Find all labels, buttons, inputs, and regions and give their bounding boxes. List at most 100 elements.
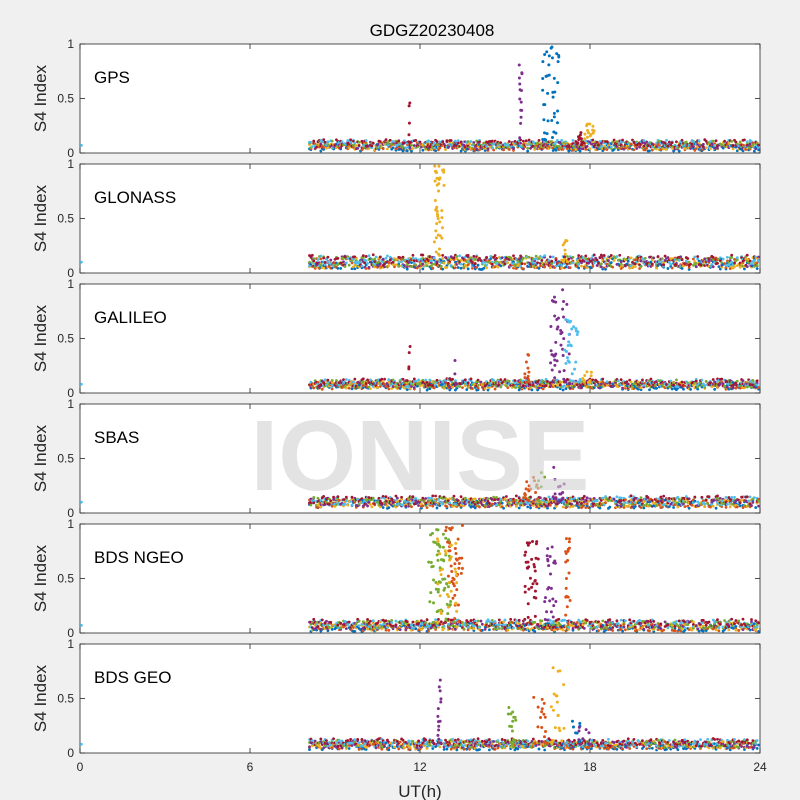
data-point (353, 141, 357, 145)
data-point (602, 254, 606, 257)
data-point (397, 264, 401, 268)
data-point (438, 220, 442, 224)
data-point (520, 71, 524, 75)
data-point (437, 247, 441, 251)
data-point (642, 506, 646, 510)
data-point (541, 88, 545, 92)
data-point (730, 140, 734, 143)
data-point (589, 374, 593, 378)
data-point (648, 388, 651, 392)
data-point (711, 265, 715, 269)
data-point (506, 261, 510, 265)
data-point (633, 265, 637, 269)
data-point (622, 503, 626, 507)
data-point (545, 132, 549, 136)
data-point (582, 141, 586, 145)
data-point (553, 260, 556, 264)
data-point (459, 258, 463, 262)
data-point (428, 255, 432, 259)
data-point (476, 386, 480, 390)
data-point (562, 337, 566, 341)
data-point (336, 266, 340, 270)
data-point (507, 379, 511, 383)
data-point (743, 267, 746, 271)
data-point (575, 332, 579, 336)
data-point (586, 128, 590, 132)
data-point (601, 496, 605, 500)
data-point (585, 266, 589, 269)
data-point (585, 144, 589, 148)
data-point (483, 260, 487, 264)
data-point (435, 212, 439, 216)
data-point (354, 144, 358, 147)
data-point (434, 236, 438, 240)
data-point (745, 265, 749, 269)
data-point (412, 386, 416, 389)
data-point (711, 378, 715, 381)
data-point (665, 383, 668, 386)
y-tick-label: 0 (67, 146, 74, 160)
data-point (343, 265, 347, 269)
data-point (560, 266, 564, 270)
data-point (572, 325, 576, 329)
data-point (366, 378, 369, 382)
data-point (611, 140, 615, 144)
data-point (752, 259, 756, 262)
data-point (526, 377, 530, 381)
data-point (687, 268, 691, 271)
data-point (621, 138, 624, 142)
data-point (689, 388, 692, 391)
data-point (405, 149, 409, 153)
data-point (757, 143, 760, 147)
data-point (542, 103, 546, 107)
data-point (755, 267, 759, 271)
data-point (556, 109, 560, 113)
data-point (550, 261, 554, 265)
data-point (499, 385, 503, 389)
data-point (597, 261, 600, 265)
data-point (438, 140, 442, 144)
data-point (376, 386, 379, 389)
data-point (670, 387, 674, 391)
data-point (444, 148, 447, 151)
series-spike (576, 131, 584, 147)
data-point (629, 494, 633, 498)
data-point (755, 264, 759, 267)
data-point (435, 222, 439, 226)
data-point (527, 370, 531, 374)
data-point (541, 138, 545, 142)
y-tick-label: 1 (67, 277, 74, 291)
data-point (468, 142, 471, 145)
data-point (478, 140, 481, 144)
data-point (520, 258, 524, 262)
data-point (550, 353, 554, 357)
data-point (565, 356, 569, 360)
data-point (720, 377, 724, 381)
data-point (495, 146, 498, 150)
data-point (542, 118, 546, 122)
data-point (533, 148, 537, 151)
data-point (599, 142, 603, 145)
data-point (466, 263, 470, 267)
data-point (551, 95, 555, 99)
data-point (361, 377, 365, 381)
data-point (431, 262, 435, 266)
data-point (517, 76, 521, 80)
data-point (557, 144, 561, 148)
y-tick-label: 0.5 (57, 92, 74, 106)
data-point (483, 149, 487, 152)
data-point (432, 256, 436, 260)
data-point (357, 144, 361, 147)
data-point (696, 257, 700, 261)
data-point (435, 140, 439, 143)
data-point (519, 264, 522, 268)
data-point (578, 133, 582, 137)
data-point (452, 256, 456, 260)
data-point (364, 267, 368, 270)
data-point (554, 264, 558, 268)
panel-label: GPS (94, 68, 130, 87)
data-point (518, 88, 522, 92)
data-point (717, 265, 721, 269)
data-point (650, 262, 654, 266)
